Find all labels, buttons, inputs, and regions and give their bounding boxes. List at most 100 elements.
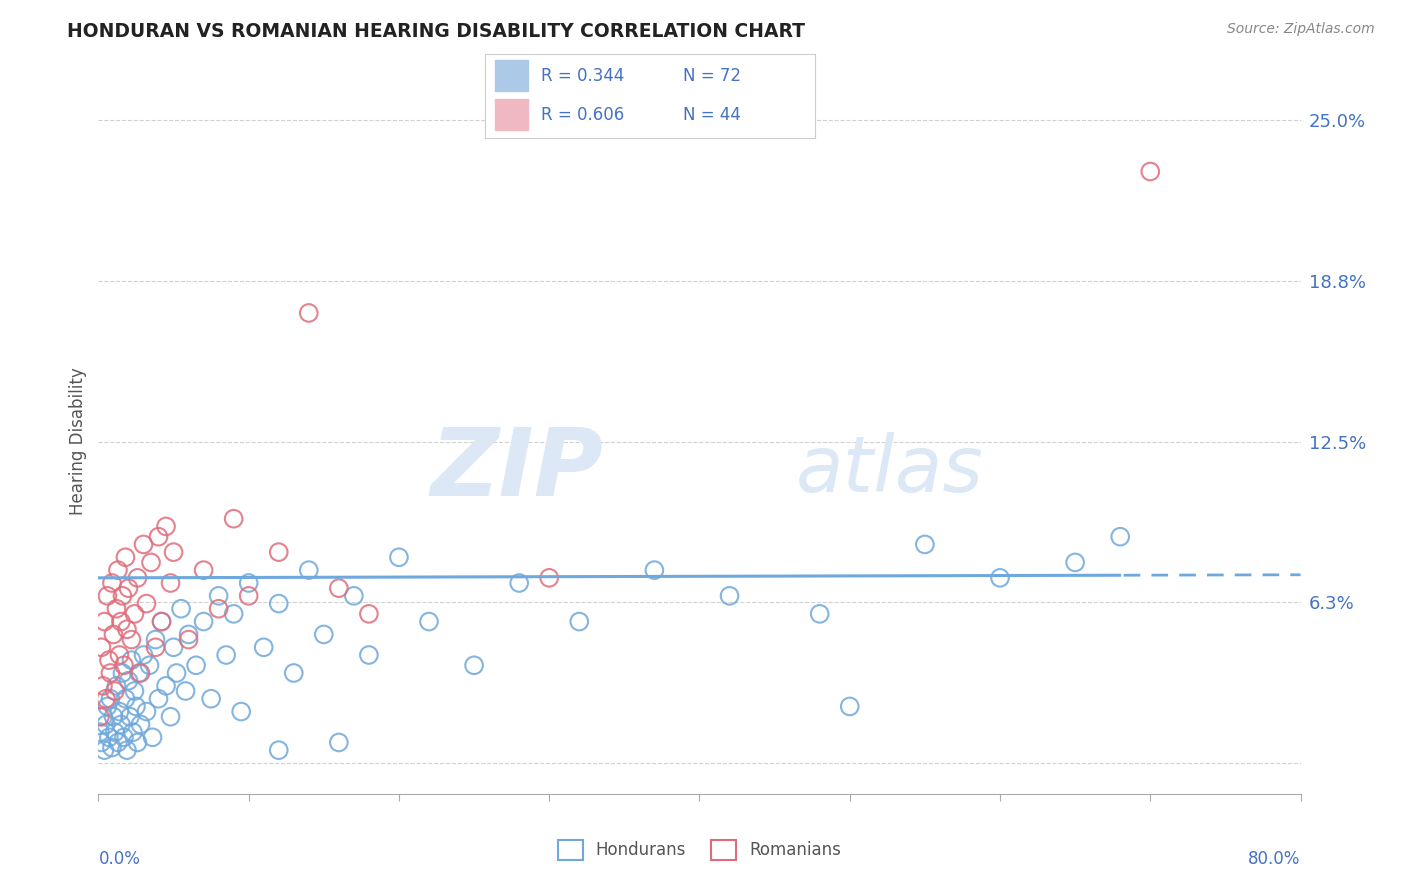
- Point: [162, 545, 184, 559]
- Point: [138, 658, 160, 673]
- Point: [170, 601, 193, 615]
- Point: [104, 725, 127, 739]
- Point: [1109, 530, 1132, 544]
- Point: [166, 665, 188, 680]
- Point: [129, 665, 152, 680]
- Point: [110, 717, 132, 731]
- Point: [90, 735, 112, 749]
- Point: [135, 597, 157, 611]
- Point: [105, 601, 128, 615]
- Point: [100, 691, 122, 706]
- Point: [508, 576, 530, 591]
- Point: [107, 563, 129, 577]
- Point: [117, 581, 139, 595]
- Point: [298, 306, 321, 320]
- Point: [112, 731, 135, 745]
- Point: [357, 648, 380, 662]
- Point: [127, 735, 149, 749]
- Point: [150, 615, 173, 629]
- Point: [115, 743, 138, 757]
- Text: N = 72: N = 72: [683, 67, 741, 85]
- Point: [418, 615, 440, 629]
- Point: [148, 530, 170, 544]
- Point: [100, 665, 122, 680]
- Text: ZIP: ZIP: [430, 424, 603, 516]
- Point: [111, 589, 134, 603]
- Point: [1139, 164, 1161, 178]
- Point: [96, 589, 118, 603]
- Point: [91, 710, 114, 724]
- Text: R = 0.606: R = 0.606: [541, 105, 624, 123]
- Text: N = 44: N = 44: [683, 105, 741, 123]
- Point: [94, 691, 117, 706]
- Point: [208, 589, 231, 603]
- Point: [222, 511, 245, 525]
- Point: [125, 699, 148, 714]
- Point: [200, 691, 222, 706]
- Point: [115, 622, 138, 636]
- Point: [312, 627, 335, 641]
- Point: [343, 589, 366, 603]
- Point: [121, 632, 143, 647]
- Point: [159, 710, 181, 724]
- Point: [139, 556, 162, 570]
- Point: [108, 705, 131, 719]
- Point: [267, 743, 290, 757]
- Point: [129, 717, 152, 731]
- Point: [89, 710, 111, 724]
- Point: [177, 632, 200, 647]
- Point: [128, 665, 150, 680]
- Point: [111, 665, 134, 680]
- Point: [238, 576, 260, 591]
- Legend: Hondurans, Romanians: Hondurans, Romanians: [551, 833, 848, 867]
- Point: [105, 679, 128, 693]
- Point: [267, 545, 290, 559]
- Point: [97, 731, 120, 745]
- Text: 0.0%: 0.0%: [98, 850, 141, 869]
- Point: [90, 640, 112, 655]
- Point: [93, 743, 115, 757]
- Point: [145, 632, 167, 647]
- Point: [94, 717, 117, 731]
- Point: [283, 665, 305, 680]
- Point: [122, 725, 145, 739]
- Point: [253, 640, 276, 655]
- Point: [328, 735, 350, 749]
- Point: [838, 699, 860, 714]
- Point: [643, 563, 665, 577]
- FancyBboxPatch shape: [495, 99, 529, 130]
- Point: [388, 550, 411, 565]
- Point: [110, 615, 132, 629]
- Point: [89, 725, 111, 739]
- Point: [568, 615, 591, 629]
- Point: [538, 571, 561, 585]
- Point: [118, 710, 141, 724]
- Point: [93, 615, 115, 629]
- Point: [222, 607, 245, 621]
- Point: [101, 576, 124, 591]
- Point: [132, 537, 155, 551]
- Point: [97, 653, 120, 667]
- Point: [148, 691, 170, 706]
- Point: [155, 679, 177, 693]
- Text: R = 0.344: R = 0.344: [541, 67, 624, 85]
- Point: [96, 699, 118, 714]
- Text: HONDURAN VS ROMANIAN HEARING DISABILITY CORRELATION CHART: HONDURAN VS ROMANIAN HEARING DISABILITY …: [67, 22, 806, 41]
- Point: [267, 597, 290, 611]
- Point: [208, 601, 231, 615]
- Point: [193, 615, 215, 629]
- Point: [135, 705, 157, 719]
- Text: 80.0%: 80.0%: [1249, 850, 1301, 869]
- Point: [114, 550, 136, 565]
- Point: [159, 576, 181, 591]
- Text: Source: ZipAtlas.com: Source: ZipAtlas.com: [1227, 22, 1375, 37]
- Point: [155, 519, 177, 533]
- Point: [103, 627, 125, 641]
- Point: [298, 563, 321, 577]
- Point: [103, 710, 125, 724]
- Point: [124, 684, 146, 698]
- Point: [184, 658, 207, 673]
- Point: [718, 589, 741, 603]
- Point: [107, 735, 129, 749]
- Point: [112, 658, 135, 673]
